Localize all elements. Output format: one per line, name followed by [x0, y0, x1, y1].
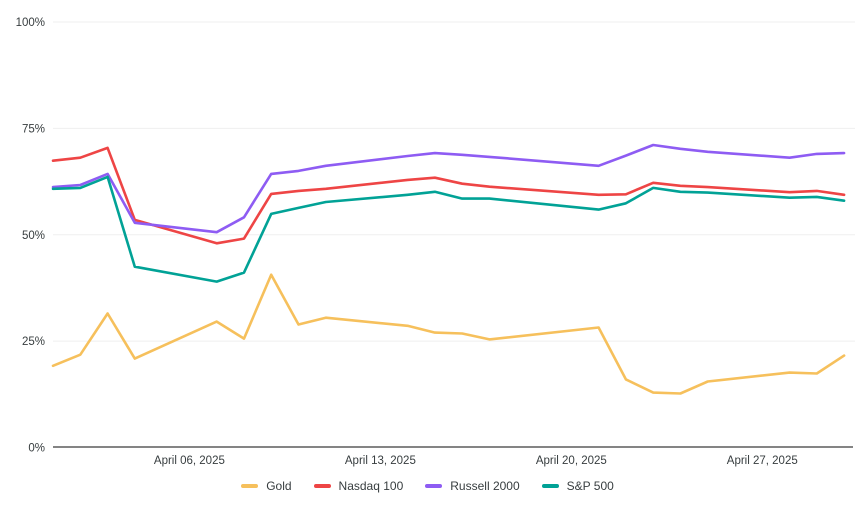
legend-swatch-nasdaq-100 [313, 483, 331, 489]
legend-swatch-gold [241, 483, 259, 489]
legend-label-nasdaq-100: Nasdaq 100 [338, 479, 404, 493]
x-axis-label-april-13: April 13, 2025 [345, 455, 416, 467]
x-axis-label-april-27: April 27, 2025 [727, 455, 798, 467]
y-axis-label-50: 50% [22, 230, 45, 242]
series-line-sp-500 [51, 175, 846, 283]
series-line-gold [51, 273, 846, 395]
x-axis-label-april-20: April 20, 2025 [536, 455, 607, 467]
legend-label-russell-2000: Russell 2000 [450, 479, 520, 493]
legend-label-sp-500: S&P 500 [566, 479, 614, 493]
legend-item-sp-500[interactable]: S&P 500 [541, 479, 614, 493]
legend-swatch-sp-500 [541, 483, 559, 489]
legend-item-nasdaq-100[interactable]: Nasdaq 100 [313, 479, 404, 493]
legend-item-gold[interactable]: Gold [241, 479, 292, 493]
chart-legend: Gold Nasdaq 100 Russell 2000 S&P 500 [0, 480, 855, 492]
legend-swatch-russell-2000 [425, 483, 443, 489]
series-line-russell-2000 [51, 143, 846, 234]
x-axis-label-april-6: April 06, 2025 [154, 455, 225, 467]
series-line-nasdaq-100 [51, 146, 846, 245]
y-axis-label-0: 0% [28, 443, 45, 455]
y-axis-label-25: 25% [22, 336, 45, 348]
legend-label-gold: Gold [266, 479, 292, 493]
y-axis-label-75: 75% [22, 123, 45, 135]
y-axis-label-100: 100% [16, 17, 45, 29]
legend-item-russell-2000[interactable]: Russell 2000 [425, 479, 520, 493]
